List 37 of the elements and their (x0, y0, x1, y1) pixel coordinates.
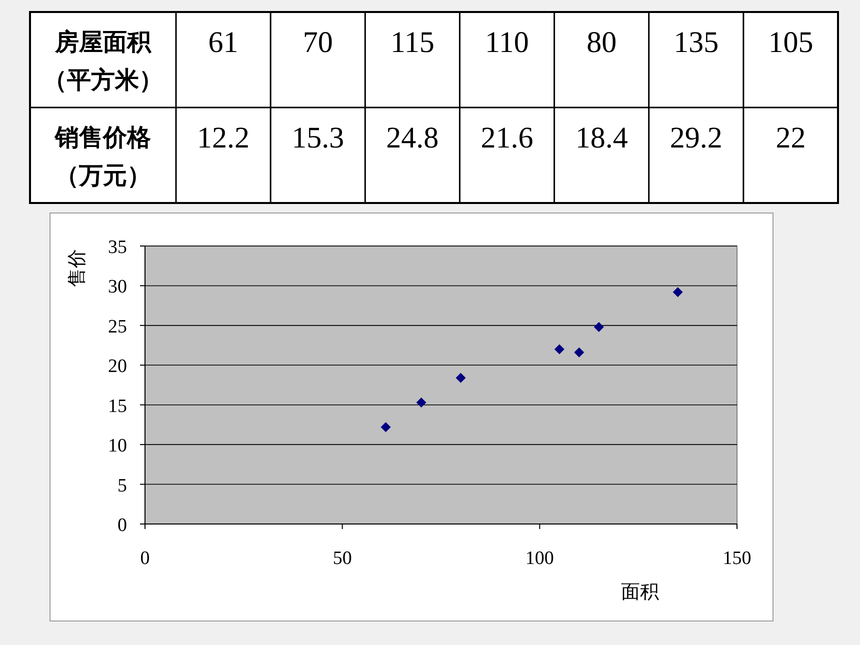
x-tick-label: 0 (140, 548, 150, 569)
point (672, 287, 683, 298)
text: 22 (776, 122, 806, 154)
text: 115 (390, 26, 434, 59)
y-tick-label: 5 (118, 475, 127, 496)
text: 110 (485, 26, 529, 59)
point (554, 344, 564, 354)
text: 房屋面积（平方米） (43, 28, 163, 94)
text: 135 (674, 26, 719, 59)
text: 24.8 (386, 122, 439, 154)
text: 70 (302, 26, 333, 59)
point (380, 422, 391, 432)
text: 15.3 (292, 122, 344, 154)
y-tick-label: 35 (108, 237, 127, 258)
text: 61 (208, 26, 238, 59)
text: 105 (768, 26, 814, 59)
point (416, 397, 426, 408)
point (456, 372, 466, 383)
x-axis-title: 面积 (621, 581, 659, 603)
y-axis-title: 售价 (66, 249, 88, 287)
point (594, 322, 604, 332)
text: 12.2 (197, 122, 250, 154)
y-tick-label: 25 (108, 316, 127, 338)
x-tick-label: 100 (525, 548, 554, 569)
text: 80 (586, 26, 617, 59)
text: 29.2 (670, 122, 722, 154)
y-tick-label: 15 (108, 396, 127, 417)
text: 销售价格（万元） (54, 124, 152, 190)
y-tick-label: 30 (108, 276, 127, 298)
text: 21.6 (480, 122, 534, 154)
y-tick-label: 20 (108, 356, 127, 378)
text: 18.4 (575, 122, 628, 154)
y-tick-label: 10 (108, 436, 127, 457)
y-tick-label: 0 (118, 515, 127, 536)
x-tick-label: 150 (722, 548, 752, 569)
point (574, 347, 584, 358)
x-tick-label: 50 (332, 548, 352, 569)
